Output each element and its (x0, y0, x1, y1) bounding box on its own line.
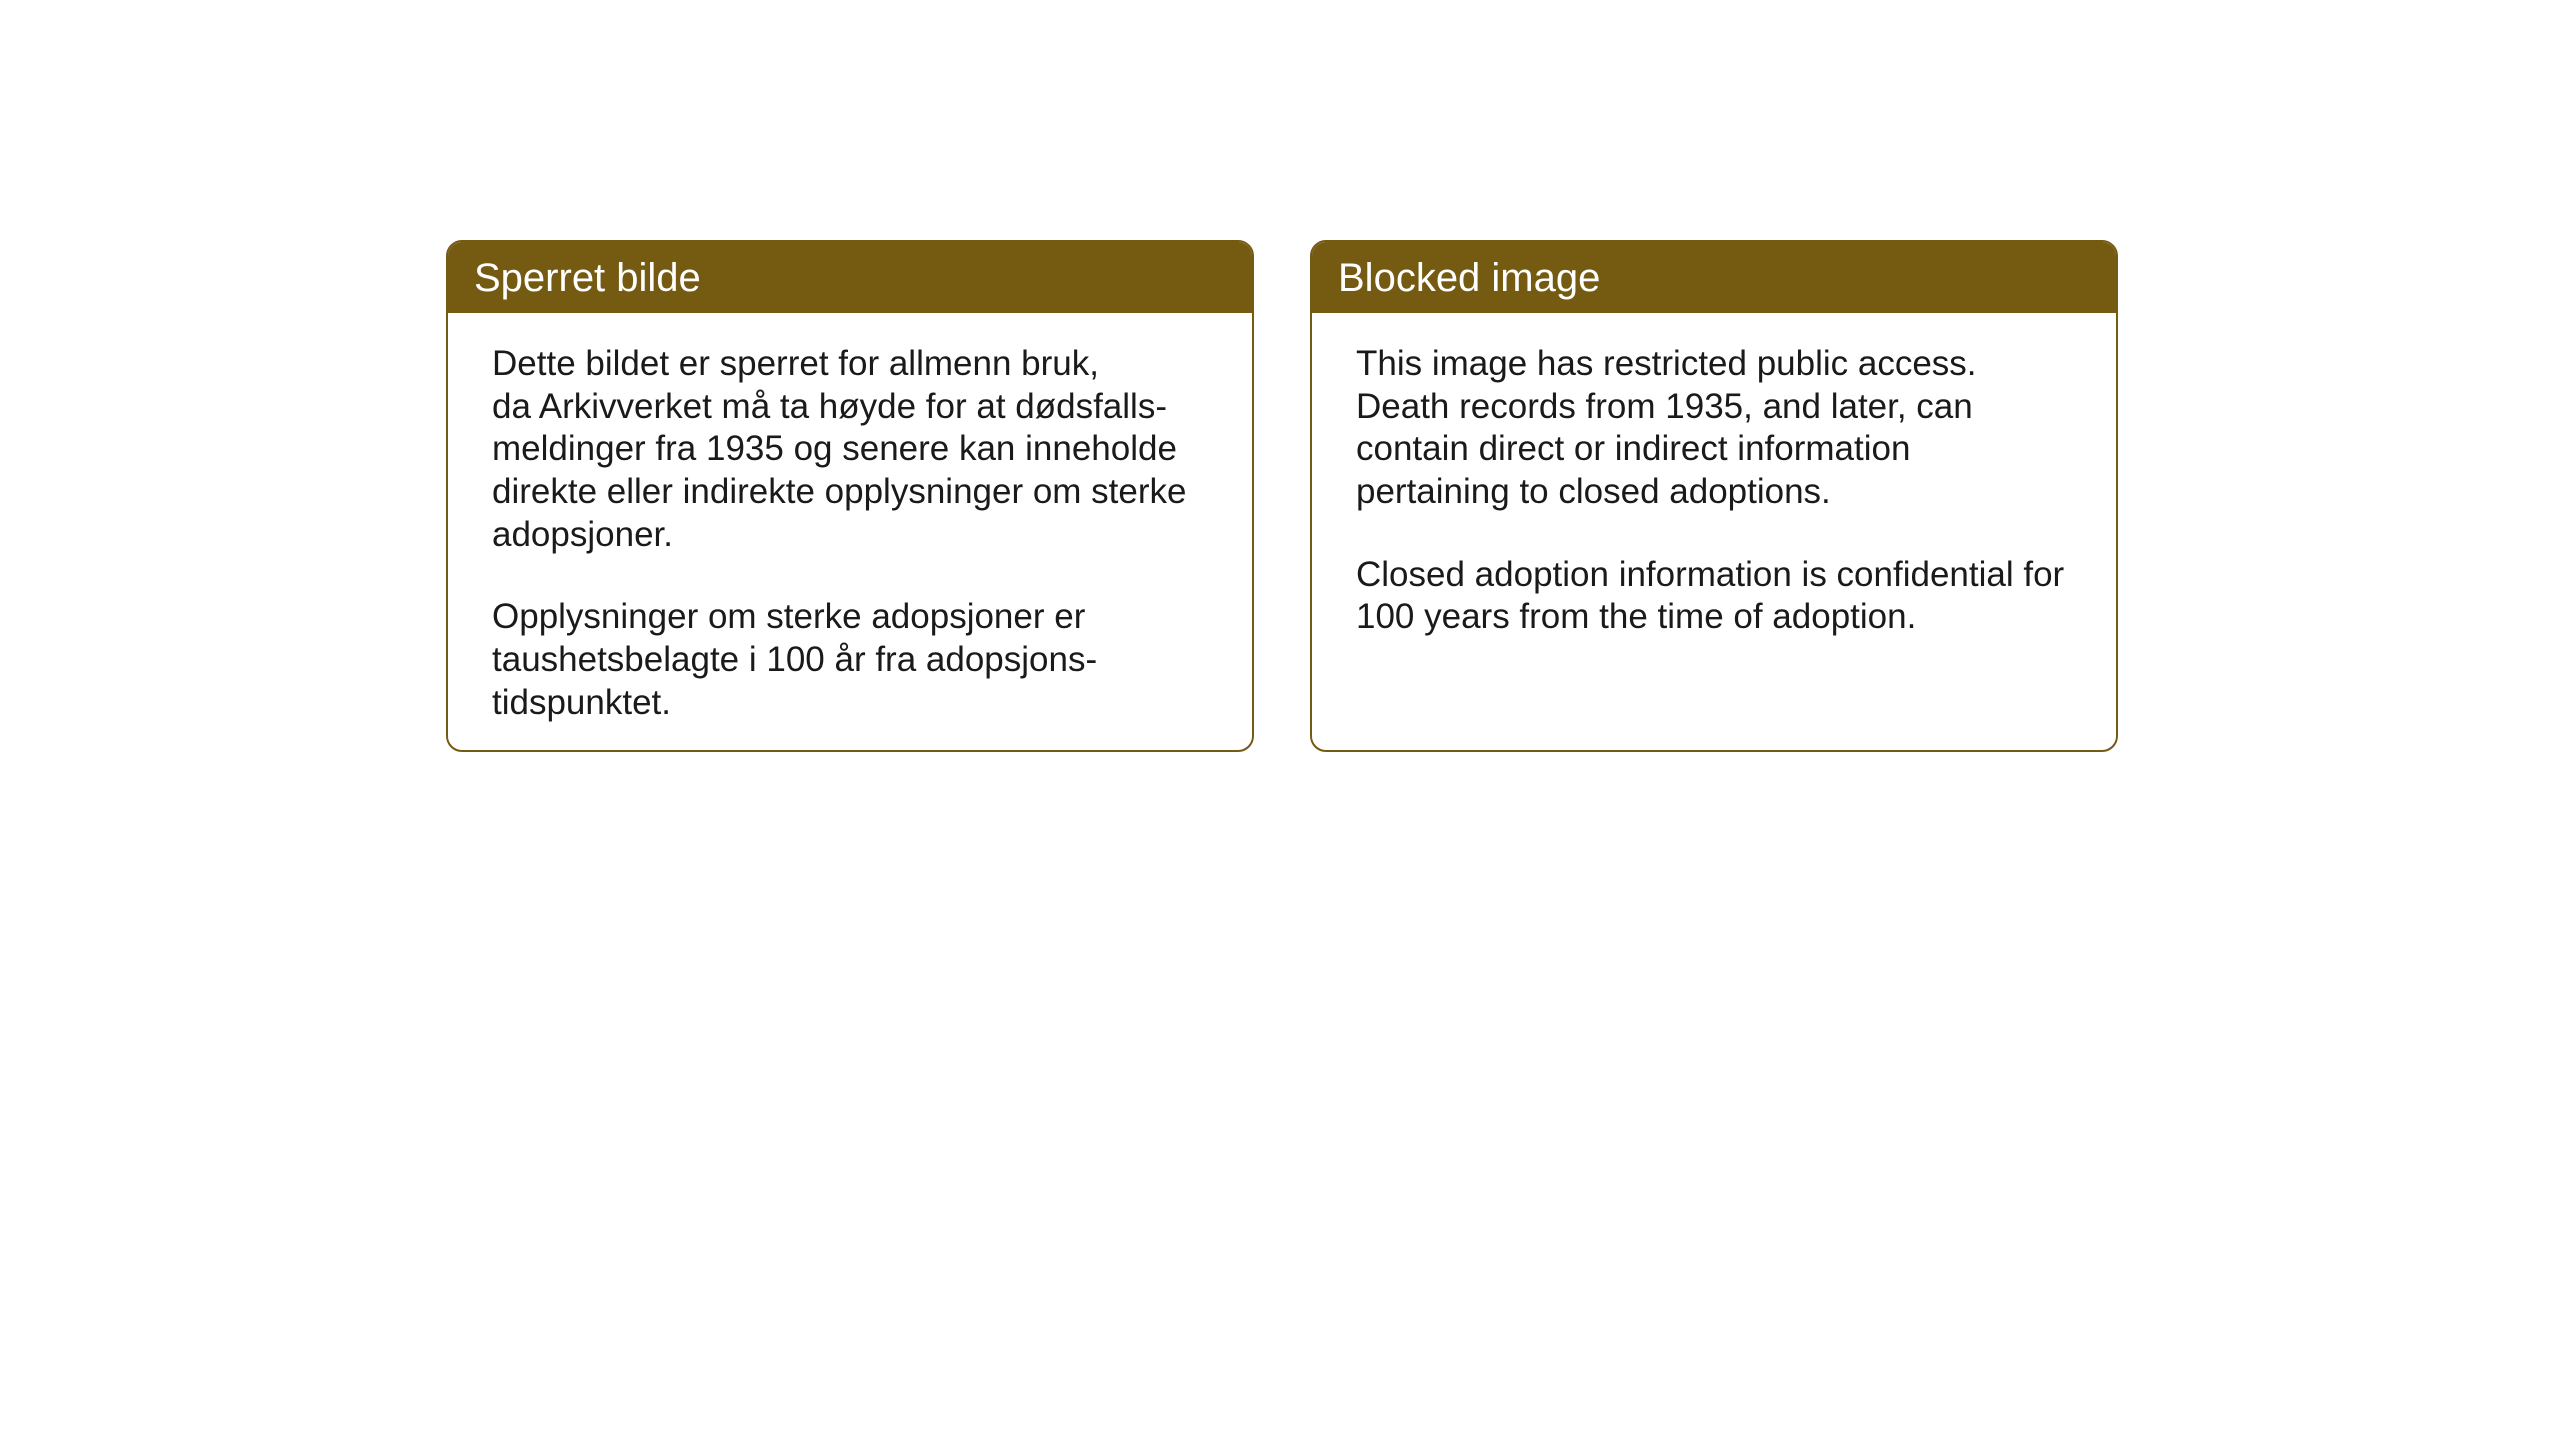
panel-english: Blocked image This image has restricted … (1310, 240, 2118, 752)
panel-paragraph-2-norwegian: Opplysninger om sterke adopsjoner er tau… (492, 596, 1208, 724)
panel-body-norwegian: Dette bildet er sperret for allmenn bruk… (448, 313, 1252, 752)
panel-paragraph-1-norwegian: Dette bildet er sperret for allmenn bruk… (492, 343, 1208, 556)
panel-body-english: This image has restricted public access.… (1312, 313, 2116, 669)
panel-paragraph-2-english: Closed adoption information is confident… (1356, 554, 2072, 639)
panel-paragraph-1-english: This image has restricted public access.… (1356, 343, 2072, 514)
panel-title-english: Blocked image (1312, 242, 2116, 313)
panel-norwegian: Sperret bilde Dette bildet er sperret fo… (446, 240, 1254, 752)
panels-container: Sperret bilde Dette bildet er sperret fo… (446, 240, 2118, 752)
panel-title-norwegian: Sperret bilde (448, 242, 1252, 313)
